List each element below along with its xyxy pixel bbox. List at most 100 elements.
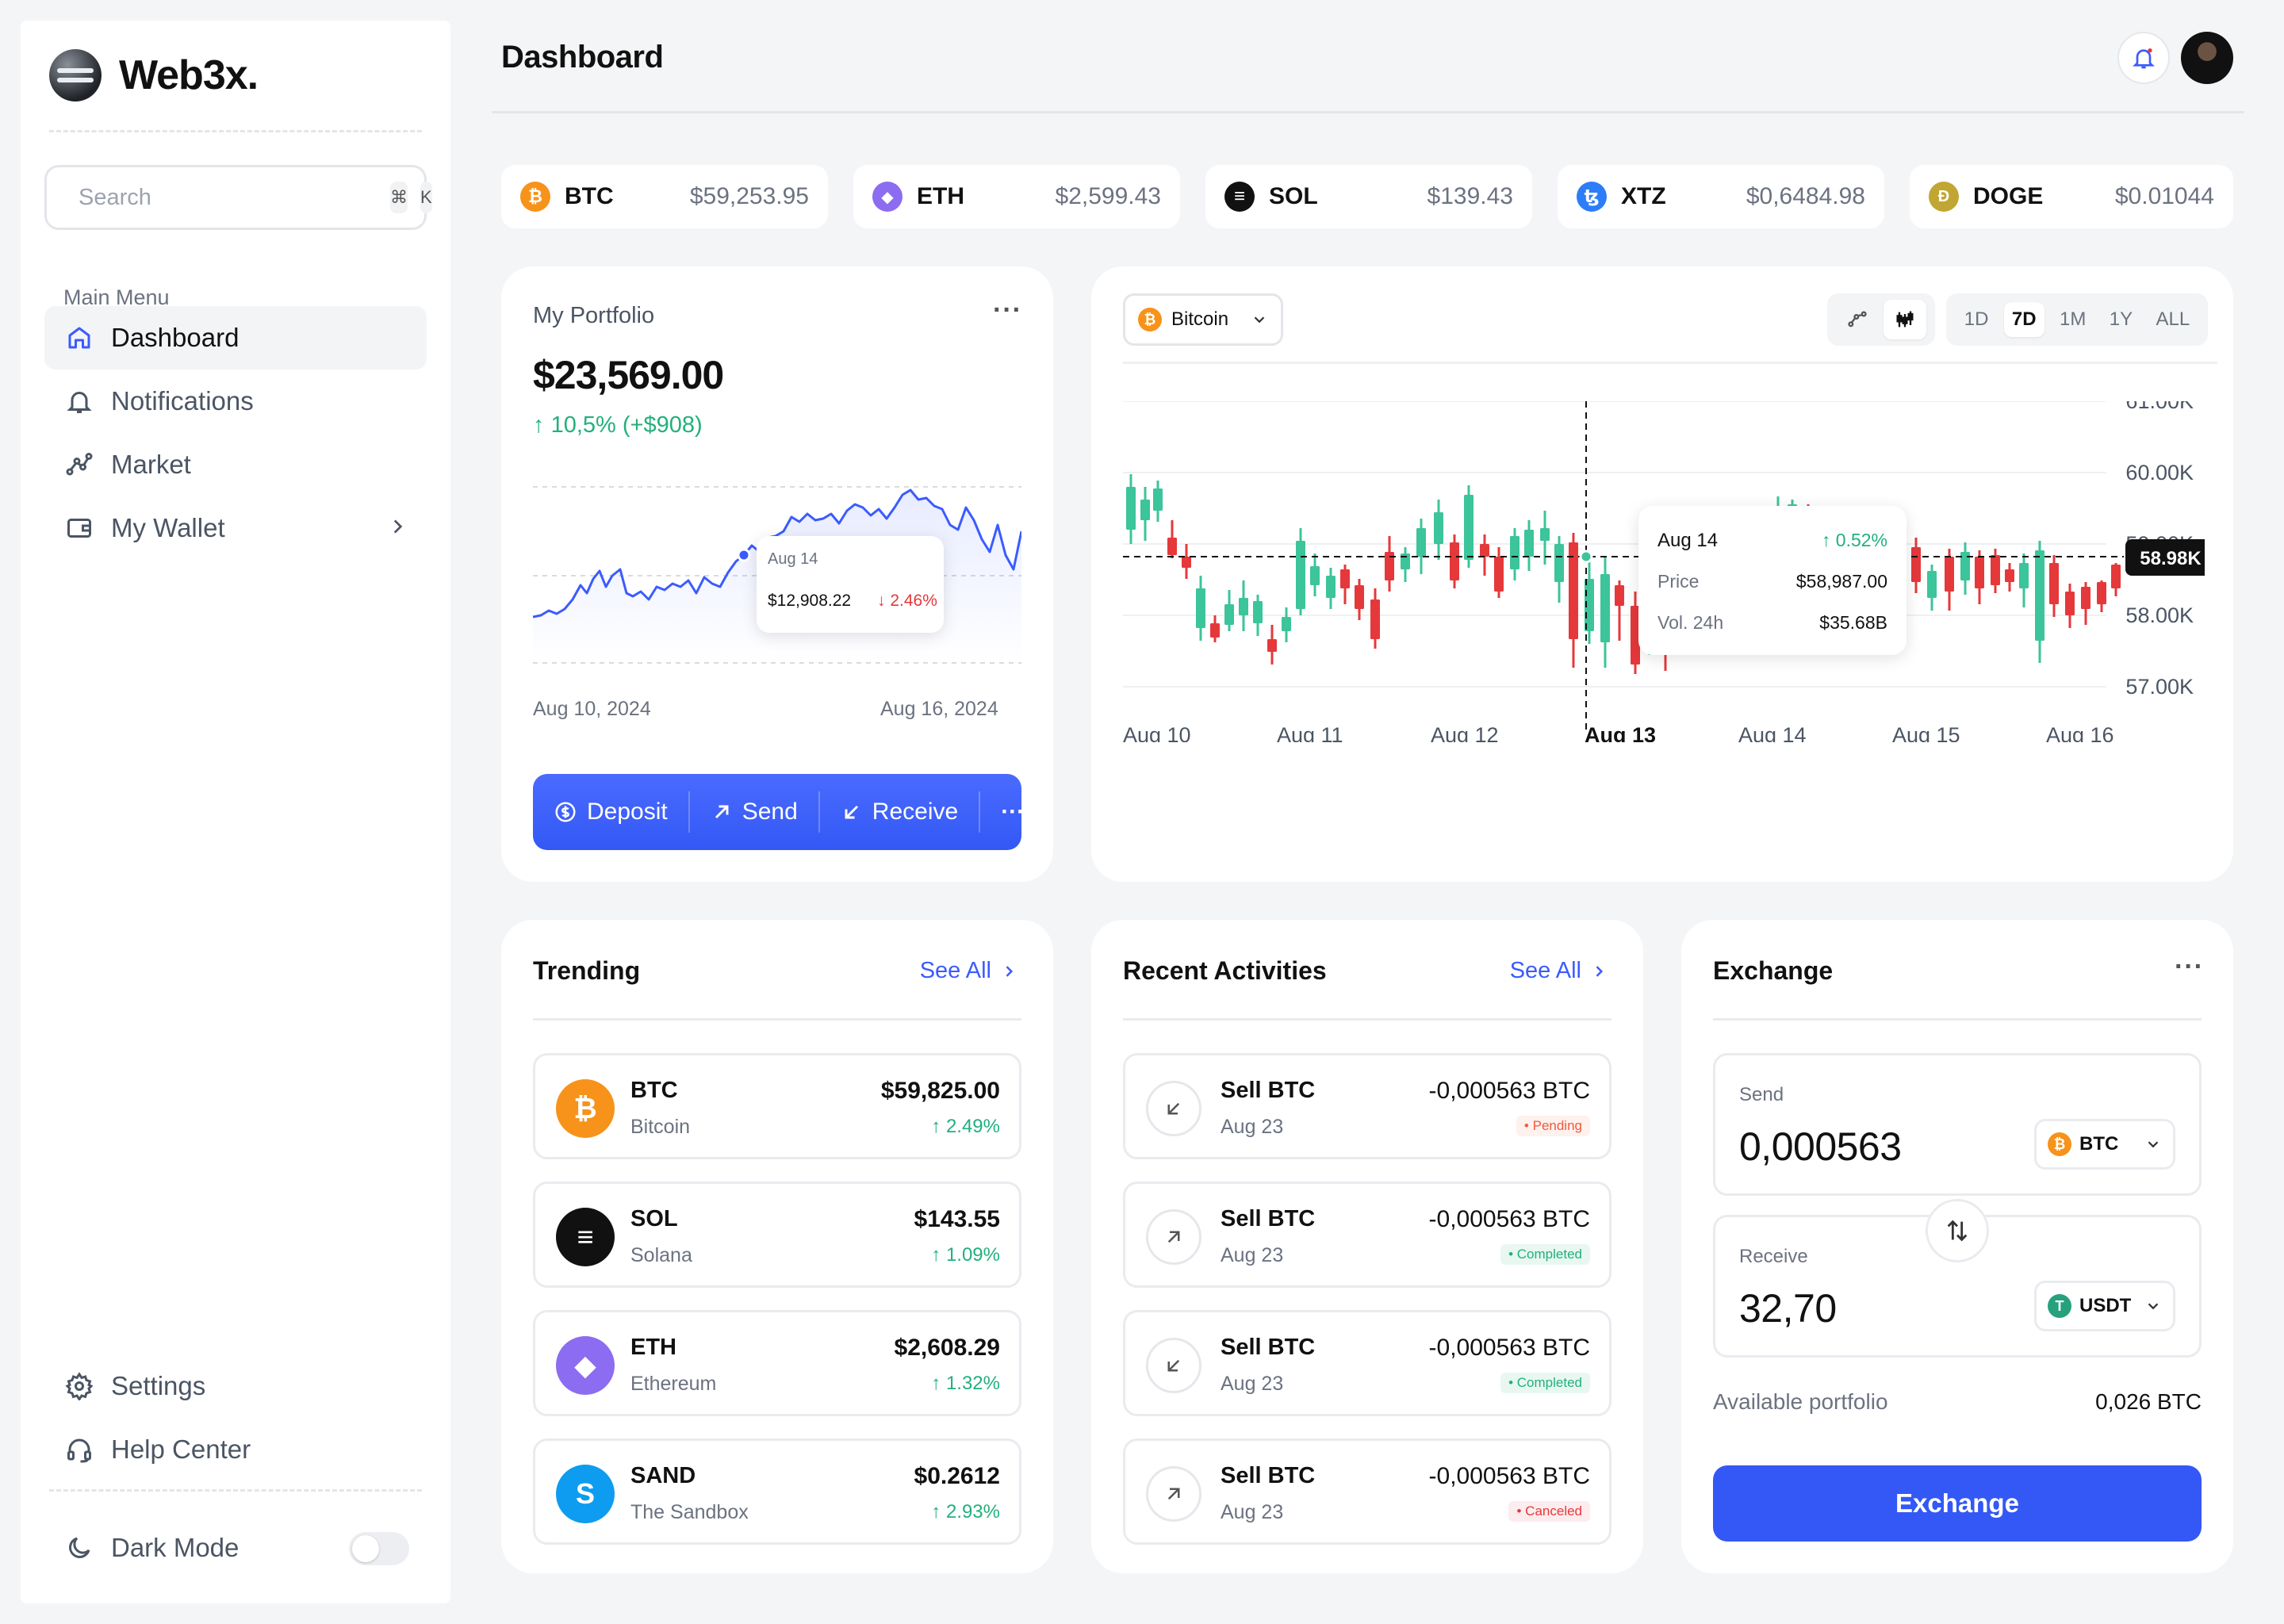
bullish-candle [1464, 495, 1473, 560]
activity-title: Sell BTC [1221, 1078, 1316, 1103]
receive-button[interactable]: Receive [820, 791, 981, 833]
x-tick-label: Aug 11 [1277, 723, 1343, 742]
volume-value: $35.68B [1819, 612, 1887, 633]
trending-item-sand[interactable]: S SAND The Sandbox $0.2612 ↑ 2.93% [533, 1438, 1021, 1545]
y-tick-label: 57.00K [2125, 675, 2194, 699]
activity-date: Aug 23 [1221, 1373, 1284, 1395]
sidebar-item-dashboard[interactable]: Dashboard [44, 306, 427, 370]
tether-icon: T [2048, 1294, 2071, 1318]
bearish-candle [2111, 565, 2121, 588]
deposit-button[interactable]: Deposit [533, 791, 690, 833]
timeframe-all[interactable]: ALL [2156, 308, 2190, 330]
bullish-candle [1524, 530, 1534, 557]
coin-change: ↑ 2.93% [931, 1501, 1000, 1522]
status-badge: • Pending [1516, 1116, 1590, 1136]
logo[interactable]: Web3x. [49, 49, 259, 102]
activity-title: Sell BTC [1221, 1335, 1316, 1360]
see-all-label: See All [1509, 958, 1581, 983]
more-actions-button[interactable]: ··· [1001, 799, 1025, 825]
bearish-candle [1370, 599, 1380, 639]
bearish-candle [2097, 582, 2106, 604]
notification-button[interactable] [2117, 32, 2170, 84]
receive-label: Receive [872, 799, 959, 825]
activities-see-all-link[interactable]: See All [1510, 958, 1607, 984]
dark-mode-label: Dark Mode [111, 1533, 240, 1562]
tezos-icon: ꜩ [1577, 182, 1607, 212]
receive-label: Receive [1739, 1246, 1808, 1267]
timeframe-1d[interactable]: 1D [1964, 308, 1989, 330]
sidebar-item-label: My Wallet [111, 513, 225, 542]
asset-selector[interactable]: ₿ Bitcoin [1123, 293, 1283, 346]
arrow-down-left-icon [1146, 1081, 1201, 1136]
y-tick-label: 58.00K [2125, 603, 2194, 627]
timeframe-1y[interactable]: 1Y [2109, 308, 2133, 330]
receive-amount-input[interactable]: 32,70 [1739, 1286, 1837, 1331]
bearish-candle [1210, 623, 1220, 638]
candlestick-icon[interactable] [1884, 300, 1926, 339]
sidebar-item-label: Notifications [111, 386, 254, 416]
sidebar-item-label: Market [111, 450, 191, 479]
divider [49, 130, 422, 132]
ethereum-icon: ◆ [872, 182, 902, 212]
exchange-button[interactable]: Exchange [1713, 1465, 2202, 1542]
divider [533, 1018, 1021, 1021]
ticker-symbol: ETH [917, 183, 964, 209]
line-chart-icon[interactable] [1836, 300, 1879, 339]
trending-see-all-link[interactable]: See All [920, 958, 1017, 984]
activity-item[interactable]: Sell BTC Aug 23 -0,000563 BTC • Completed [1123, 1182, 1611, 1288]
search-input[interactable] [79, 184, 377, 211]
send-button[interactable]: Send [690, 791, 820, 833]
sidebar-item-help-center[interactable]: Help Center [44, 1418, 427, 1481]
ticker-doge[interactable]: Ð DOGE $0.01044 [1910, 165, 2233, 228]
send-label: Send [1739, 1084, 1784, 1105]
tooltip-date: Aug 14 [768, 550, 818, 568]
sidebar-item-settings[interactable]: Settings [44, 1354, 427, 1418]
exchange-title: Exchange [1713, 956, 1834, 985]
asset-name: Bitcoin [1171, 308, 1229, 330]
bullish-candle [1239, 598, 1248, 615]
ticker-xtz[interactable]: ꜩ XTZ $0,6484.98 [1558, 165, 1884, 228]
trending-card: Trending See All ₿ BTC Bitcoin $59,825.00 ↑ … [501, 920, 1053, 1573]
price-label: Price [1657, 571, 1700, 592]
activity-item[interactable]: Sell BTC Aug 23 -0,000563 BTC • Canceled [1123, 1438, 1611, 1545]
more-options-icon[interactable]: ··· [993, 295, 1022, 325]
bearish-candle [1911, 547, 1921, 582]
ticker-sol[interactable]: ≡ SOL $139.43 [1205, 165, 1532, 228]
trending-item-btc[interactable]: ₿ BTC Bitcoin $59,825.00 ↑ 2.49% [533, 1053, 1021, 1159]
bullish-candle [1140, 500, 1150, 520]
chart-tooltip-change-value: 0.52% [1835, 530, 1887, 550]
sidebar-item-notifications[interactable]: Notifications [44, 370, 427, 433]
receive-currency: USDT [2079, 1295, 2132, 1316]
coin-name: Solana [630, 1244, 692, 1266]
recent-activities-card: Recent Activities See All Sell BTC Aug 23… [1091, 920, 1643, 1573]
sidebar-item-my-wallet[interactable]: My Wallet [44, 496, 427, 560]
activity-title: Sell BTC [1221, 1206, 1316, 1231]
y-tick-label: 60.00K [2125, 461, 2194, 485]
trending-item-sol[interactable]: ≡ SOL Solana $143.55 ↑ 1.09% [533, 1182, 1021, 1288]
send-amount-input[interactable]: 0,000563 [1739, 1124, 1902, 1169]
ticker-btc[interactable]: ₿ BTC $59,253.95 [501, 165, 828, 228]
avatar[interactable] [2181, 32, 2233, 84]
activity-item[interactable]: Sell BTC Aug 23 -0,000563 BTC • Pending [1123, 1053, 1611, 1159]
activity-amount: -0,000563 BTC [1428, 1206, 1590, 1232]
chart-type-toggle [1827, 293, 1935, 346]
more-options-icon[interactable]: ··· [2175, 952, 2204, 982]
bitcoin-icon: ₿ [1138, 308, 1162, 331]
search-box[interactable]: ⌘ K [44, 165, 432, 230]
activity-item[interactable]: Sell BTC Aug 23 -0,000563 BTC • Completed [1123, 1310, 1611, 1416]
sidebar-item-market[interactable]: Market [44, 433, 427, 496]
date-end: Aug 16, 2024 [880, 698, 998, 720]
swap-button[interactable] [1926, 1199, 1989, 1262]
trending-item-eth[interactable]: ◆ ETH Ethereum $2,608.29 ↑ 1.32% [533, 1310, 1021, 1416]
arrow-down-left-icon [1146, 1338, 1201, 1393]
x-tick-label: Aug 12 [1431, 723, 1499, 742]
receive-currency-select[interactable]: T USDT [2034, 1281, 2175, 1331]
headset-icon [63, 1434, 95, 1465]
ticker-symbol: SOL [1269, 183, 1318, 209]
timeframe-7d[interactable]: 7D [2003, 302, 2044, 337]
send-currency-select[interactable]: ₿ BTC [2034, 1119, 2175, 1170]
ticker-eth[interactable]: ◆ ETH $2,599.43 [853, 165, 1180, 228]
dark-mode-toggle[interactable] [349, 1532, 409, 1565]
timeframe-1m[interactable]: 1M [2059, 308, 2087, 330]
